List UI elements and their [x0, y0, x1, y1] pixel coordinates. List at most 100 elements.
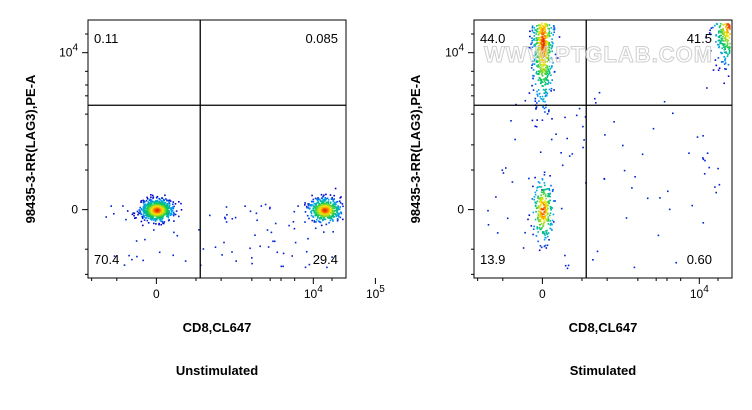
event-point: [549, 206, 552, 208]
event-point: [547, 232, 550, 234]
event-point: [536, 55, 539, 58]
event-point: [717, 57, 720, 59]
event-point: [715, 191, 717, 194]
event-point: [720, 40, 722, 43]
event-point: [545, 43, 547, 46]
event-point: [546, 188, 548, 190]
event-point: [535, 125, 538, 128]
event-point: [530, 48, 533, 51]
event-point: [542, 217, 545, 219]
event-point: [327, 199, 330, 201]
event-point: [538, 60, 541, 63]
event-point: [260, 205, 263, 207]
event-point: [536, 25, 538, 27]
event-point: [715, 41, 717, 43]
event-point: [264, 203, 267, 206]
event-point: [342, 218, 344, 221]
event-point: [249, 247, 251, 250]
event-point: [531, 198, 534, 200]
event-point: [539, 36, 542, 39]
event-point: [543, 233, 546, 235]
event-point: [720, 51, 722, 54]
event-point: [538, 37, 541, 40]
event-point: [564, 264, 567, 267]
event-point: [551, 229, 553, 231]
event-point: [543, 107, 546, 110]
event-point: [547, 212, 549, 214]
event-point: [631, 187, 633, 189]
event-point: [542, 203, 545, 206]
event-point: [276, 251, 279, 254]
event-point: [310, 205, 312, 207]
event-point: [531, 37, 533, 39]
event-point: [155, 196, 158, 199]
event-point: [147, 222, 150, 224]
event-point: [547, 73, 550, 76]
event-point: [496, 232, 499, 234]
event-point: [168, 210, 170, 212]
event-point: [535, 201, 537, 203]
event-point: [209, 214, 211, 217]
event-point: [544, 23, 546, 25]
event-point: [532, 60, 534, 63]
event-point: [545, 32, 548, 34]
event-point: [231, 218, 234, 220]
event-point: [532, 89, 535, 91]
event-point: [718, 26, 721, 29]
event-point: [110, 205, 112, 207]
event-point: [541, 22, 543, 25]
event-point: [535, 210, 537, 213]
event-point: [319, 198, 321, 201]
event-point: [595, 102, 597, 104]
event-point: [552, 200, 555, 202]
event-point: [145, 205, 147, 207]
event-point: [158, 202, 160, 204]
event-point: [542, 191, 545, 194]
event-point: [317, 214, 319, 216]
event-point: [135, 217, 137, 219]
event-point: [537, 206, 540, 209]
event-point: [545, 69, 547, 71]
event-point: [322, 211, 325, 213]
event-point: [172, 203, 174, 206]
event-point: [549, 220, 552, 222]
event-point: [532, 211, 535, 214]
event-point: [131, 213, 134, 216]
event-point: [314, 214, 316, 217]
event-point: [542, 208, 545, 211]
event-point: [546, 49, 548, 51]
event-point: [342, 205, 344, 208]
event-point: [536, 93, 538, 96]
event-point: [727, 23, 730, 26]
event-point: [319, 200, 322, 203]
event-point: [724, 59, 726, 62]
event-point: [312, 216, 315, 218]
event-point: [547, 69, 550, 72]
unstimulated-panel: 01041050104105 0.11 0.085 70.4 29.4 CD8,…: [23, 19, 385, 378]
event-point: [724, 47, 726, 50]
event-point: [652, 127, 655, 130]
event-point: [542, 28, 545, 30]
event-point: [159, 204, 161, 206]
event-point: [173, 205, 175, 208]
event-point: [541, 189, 543, 191]
event-point: [718, 45, 721, 48]
event-point: [532, 77, 534, 80]
event-point: [324, 209, 326, 211]
event-point: [663, 100, 666, 103]
event-point: [566, 137, 568, 140]
event-point: [540, 220, 542, 223]
event-point: [325, 201, 328, 204]
event-point: [153, 203, 155, 205]
event-point: [172, 201, 175, 203]
event-point: [319, 216, 322, 219]
event-point: [545, 41, 547, 44]
tick-label: 105: [366, 284, 385, 301]
event-point: [531, 39, 533, 42]
event-point: [539, 43, 541, 46]
event-point: [709, 29, 711, 32]
event-point: [691, 204, 693, 207]
event-point: [578, 107, 581, 110]
event-point: [534, 83, 537, 85]
event-point: [308, 203, 310, 205]
